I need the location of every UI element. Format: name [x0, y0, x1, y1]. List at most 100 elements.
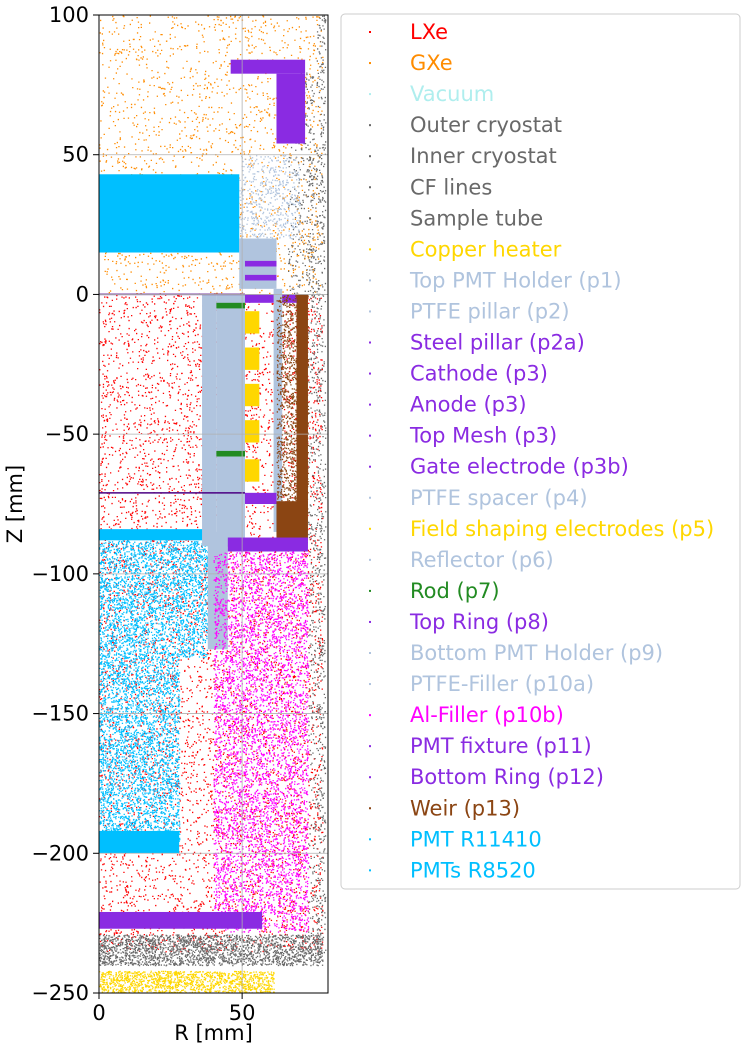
region-weir-p13-32 [276, 501, 308, 541]
legend-item-inner-cryostat: Inner cryostat [369, 144, 557, 168]
plot-frame [98, 14, 329, 994]
legend-label: Rod (p7) [410, 579, 500, 603]
region-steel-pillar-p2a-14 [230, 59, 306, 74]
legend-item-reflector-p6: Reflector (p6) [369, 548, 554, 572]
legend-label: Steel pillar (p2a) [410, 331, 585, 355]
legend-item-steel-pillar-p2a: Steel pillar (p2a) [369, 331, 585, 355]
legend-marker [369, 869, 371, 872]
x-tick-label: 0 [92, 1001, 105, 1025]
region-field-shaping-electrodes-p5-23 [244, 347, 260, 370]
region-field-shaping-electrodes-p5-25 [244, 420, 260, 443]
region-bottom-ring-p12-36 [99, 911, 263, 929]
y-tick-label: 50 [62, 143, 89, 167]
legend-label: Anode (p3) [410, 393, 527, 417]
legend-label: PTFE spacer (p4) [410, 486, 588, 510]
region-gate-electrode-p3b-29 [244, 492, 277, 504]
region-field-shaping-electrodes-p5-22 [244, 311, 260, 334]
legend-marker [369, 217, 371, 220]
scatter-points-inner-cryostat [308, 128, 318, 954]
legend-marker [369, 372, 371, 375]
legend-marker [369, 652, 371, 654]
legend-label: Bottom Ring (p12) [410, 765, 604, 789]
region-field-shaping-electrodes-p5-26 [244, 459, 260, 482]
region-pmt-r11410-9 [99, 540, 181, 844]
legend-item-anode-p3: Anode (p3) [369, 393, 527, 417]
legend-label: Top Mesh (p3) [409, 424, 557, 448]
region-rect-rod-p7 [216, 450, 245, 457]
legend-marker [369, 434, 371, 437]
legend-label: CF lines [410, 175, 492, 199]
legend-marker [369, 807, 371, 810]
legend-item-top-mesh-p3: Top Mesh (p3) [369, 424, 557, 448]
legend-item-weir-p13: Weir (p13) [369, 796, 520, 820]
legend-marker [369, 527, 371, 530]
region-copper-heater-6 [99, 970, 275, 993]
legend-item-gate-electrode-p3b: Gate electrode (p3b) [369, 455, 629, 479]
legend-label: Bottom PMT Holder (p9) [410, 641, 663, 665]
legend-label: Top PMT Holder (p1) [409, 268, 622, 292]
legend: LXe GXe Vacuum Outer cryostat Inner cryostat… [340, 13, 741, 890]
region-rect-reflector-p6 [273, 288, 283, 532]
legend-marker [369, 745, 371, 748]
legend-item-gxe: GXe [369, 51, 453, 75]
region-bottom-pmt-holder-p9-33 [207, 531, 228, 650]
legend-item-sample-tube: Sample tube [369, 206, 543, 230]
legend-marker [369, 776, 371, 779]
legend-marker [369, 620, 371, 623]
y-tick-label: −100 [31, 562, 89, 586]
legend-label: PMT R11410 [410, 827, 542, 851]
region-pmt-r11410-7 [99, 174, 240, 253]
legend-label: Inner cryostat [410, 144, 557, 168]
scatter-points-lxe [99, 294, 324, 953]
legend-label: Field shaping electrodes (p5) [410, 517, 714, 541]
legend-item-lxe: LXe [369, 20, 448, 44]
region-al-filler-p10b-35 [213, 551, 310, 933]
legend-marker [369, 62, 371, 65]
region-weir-p13-31 [296, 294, 308, 513]
legend-marker [369, 403, 371, 406]
plot-area [99, 15, 327, 993]
region-rect-pmt-r11410 [99, 529, 208, 541]
legend-item-copper-heater: Copper heater [369, 237, 562, 261]
region-steel-pillar-p2a-17 [244, 274, 277, 281]
region-ptfe-pillar-p2-20 [216, 294, 245, 546]
region-pmt-r11410-8 [99, 529, 208, 541]
region-steel-pillar-p2a-16 [244, 260, 277, 267]
legend-item-top-pmt-holder-p1: Top PMT Holder (p1) [369, 268, 622, 292]
legend-label: Copper heater [410, 237, 562, 261]
region-rect-bottom-ring-p12 [99, 911, 263, 929]
legend-item-bottom-ring-p12: Bottom Ring (p12) [369, 765, 604, 789]
region-rod-p7-28 [216, 450, 245, 457]
region-rect-pmt-r11410 [99, 174, 240, 253]
scatter-points-weir-p13 [276, 294, 310, 514]
region-rect-ptfe-pillar-p2 [202, 294, 217, 546]
x-tick-label: 50 [229, 1001, 256, 1025]
y-tick-label: 0 [76, 282, 89, 306]
legend-label: GXe [410, 51, 453, 75]
y-tick-label: −150 [31, 702, 89, 726]
legend-marker [369, 683, 371, 686]
legend-marker [369, 496, 371, 499]
region-gxe-0 [99, 15, 324, 296]
y-tick-label: −50 [45, 422, 89, 446]
legend-label: LXe [410, 20, 448, 44]
scatter-points-copper-heater [99, 970, 275, 993]
region-inner-cryostat-4 [308, 128, 318, 954]
legend-item-pmts-r8520: PMTs R8520 [369, 858, 536, 882]
x-axis-label: R [mm] [174, 1021, 253, 1045]
scatter-points-outer-cryostat [316, 15, 327, 954]
region-rect-field-shaping-electrodes-p5 [244, 311, 260, 334]
region-weir-p13-30 [276, 294, 310, 514]
legend-label: Al-Filler (p10b) [410, 703, 564, 727]
legend-marker [369, 341, 371, 344]
legend-label: Top Ring (p8) [409, 610, 549, 634]
legend-label: PMTs R8520 [410, 858, 536, 882]
scatter-points-al-filler-p10b [213, 551, 310, 933]
legend-item-ptfe-pillar-p2: PTFE pillar (p2) [369, 299, 570, 323]
region-rect-pmt-r11410 [99, 830, 180, 854]
region-reflector-p6-21 [273, 288, 283, 532]
region-rect-pmt-fixture-p11 [227, 537, 308, 552]
region-rect-weir-p13 [276, 501, 308, 541]
legend-marker [369, 465, 371, 468]
